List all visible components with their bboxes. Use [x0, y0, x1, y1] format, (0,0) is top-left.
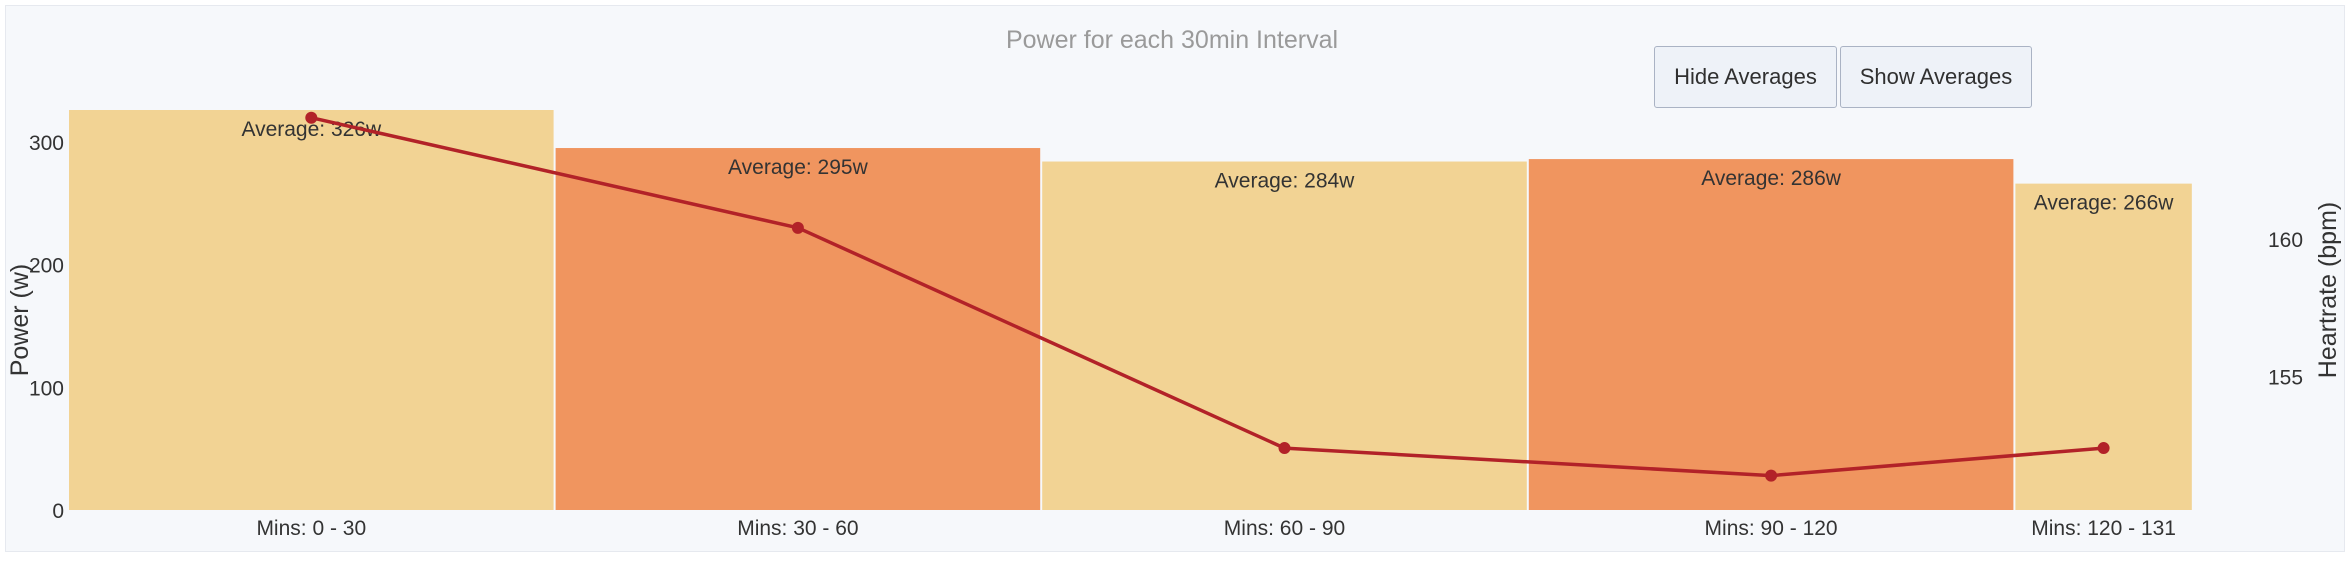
y2-tick-label: 160 — [2268, 229, 2303, 252]
heartrate-point-4 — [1765, 469, 1778, 482]
hide-averages-button[interactable]: Hide Averages — [1654, 46, 1837, 108]
bar-average-label: Average: 266w — [2034, 192, 2175, 215]
y-tick-label: 100 — [29, 377, 64, 400]
x-tick-label: Mins: 120 - 131 — [2031, 517, 2176, 540]
x-tick-label: Mins: 0 - 30 — [256, 517, 366, 540]
bar-4 — [1528, 159, 2014, 510]
bar-1 — [69, 110, 554, 510]
x-tick-label: Mins: 60 - 90 — [1224, 517, 1345, 540]
chart-title: Power for each 30min Interval — [1006, 26, 1338, 54]
y-tick-label: 0 — [52, 500, 64, 523]
x-tick-label: Mins: 90 - 120 — [1705, 517, 1838, 540]
bar-5 — [2015, 183, 2192, 510]
y-tick-label: 200 — [29, 255, 64, 278]
heartrate-point-5 — [2097, 442, 2110, 455]
x-tick-label: Mins: 30 - 60 — [737, 517, 858, 540]
heartrate-point-1 — [305, 111, 318, 124]
heartrate-point-2 — [791, 221, 804, 234]
y2-axis-label: Heartrate (bpm) — [2314, 202, 2342, 378]
bar-average-label: Average: 295w — [728, 156, 869, 179]
bar-average-label: Average: 326w — [241, 118, 382, 141]
show-averages-button[interactable]: Show Averages — [1840, 46, 2032, 108]
bar-average-label: Average: 284w — [1215, 170, 1356, 193]
bar-average-label: Average: 286w — [1701, 167, 1842, 190]
heartrate-point-3 — [1278, 442, 1291, 455]
y-tick-label: 300 — [29, 132, 64, 155]
y2-tick-label: 155 — [2268, 366, 2303, 389]
bar-2 — [555, 148, 1041, 510]
y-axis-label: Power (w) — [6, 264, 34, 377]
